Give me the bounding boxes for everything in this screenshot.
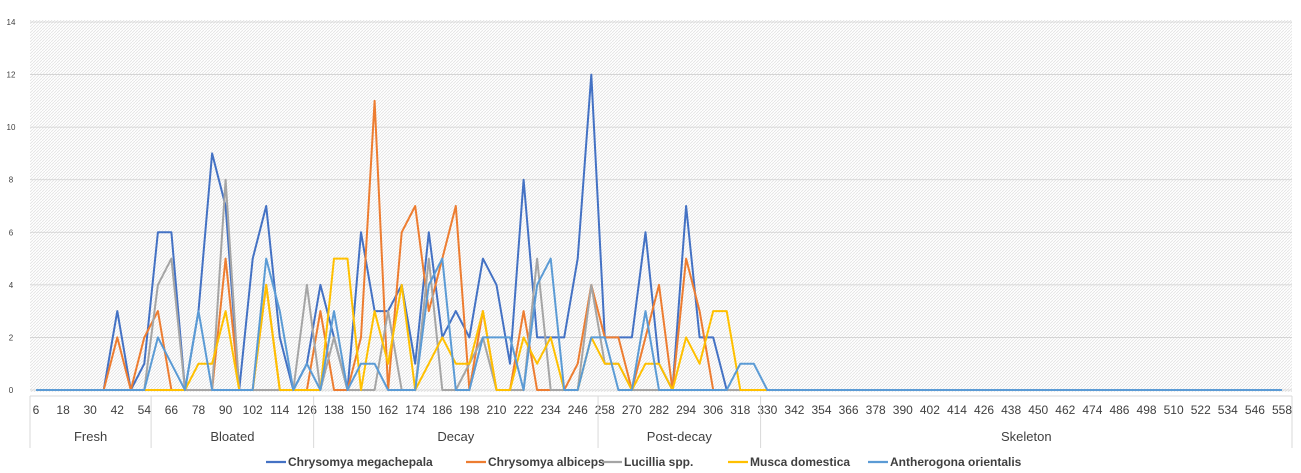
x-tick-label: 510 bbox=[1164, 403, 1184, 417]
y-tick-label: 6 bbox=[9, 228, 14, 237]
x-tick-label: 366 bbox=[839, 403, 859, 417]
x-tick-label: 102 bbox=[243, 403, 263, 417]
y-tick-label: 12 bbox=[7, 71, 16, 80]
y-tick-label: 0 bbox=[9, 386, 14, 395]
y-tick-label: 8 bbox=[9, 176, 14, 185]
legend-label: Musca domestica bbox=[750, 455, 850, 469]
x-tick-label: 354 bbox=[812, 403, 832, 417]
stage-label: Fresh bbox=[74, 429, 107, 444]
x-tick-label: 294 bbox=[676, 403, 696, 417]
y-tick-label: 10 bbox=[7, 123, 16, 132]
x-tick-label: 558 bbox=[1272, 403, 1292, 417]
legend: Chrysomya megachepala Chrysomya albiceps L… bbox=[266, 455, 1022, 469]
stage-axis: Fresh Bloated Decay Post-decay Skeleton bbox=[29, 396, 1293, 448]
x-tick-label: 414 bbox=[947, 403, 967, 417]
x-tick-label: 186 bbox=[432, 403, 452, 417]
stage-label: Post-decay bbox=[647, 429, 713, 444]
x-tick-label: 258 bbox=[595, 403, 615, 417]
legend-label: Chrysomya megachepala bbox=[288, 455, 433, 469]
y-tick-label: 4 bbox=[9, 281, 14, 290]
x-tick-label: 330 bbox=[757, 403, 777, 417]
x-tick-label: 210 bbox=[486, 403, 506, 417]
series-line-4 bbox=[36, 257, 1282, 391]
x-tick-label: 138 bbox=[324, 403, 344, 417]
x-tick-label: 498 bbox=[1137, 403, 1157, 417]
x-tick-label: 402 bbox=[920, 403, 940, 417]
x-tick-label: 234 bbox=[541, 403, 561, 417]
plot-area bbox=[30, 20, 1292, 392]
y-tick-label: 2 bbox=[9, 333, 14, 342]
legend-label: Antherogona orientalis bbox=[890, 455, 1022, 469]
x-tick-label: 318 bbox=[730, 403, 750, 417]
x-tick-label: 90 bbox=[219, 403, 233, 417]
x-tick-label: 246 bbox=[568, 403, 588, 417]
x-tick-label: 474 bbox=[1082, 403, 1102, 417]
legend-label: Chrysomya albiceps bbox=[488, 455, 605, 469]
x-tick-label: 342 bbox=[784, 403, 804, 417]
x-tick-label: 426 bbox=[974, 403, 994, 417]
stage-label: Skeleton bbox=[1001, 429, 1052, 444]
stage-label: Bloated bbox=[210, 429, 254, 444]
x-tick-label: 378 bbox=[866, 403, 886, 417]
x-tick-label: 198 bbox=[459, 403, 479, 417]
x-tick-label: 162 bbox=[378, 403, 398, 417]
stage-label: Decay bbox=[437, 429, 474, 444]
y-tick-label: 14 bbox=[7, 18, 16, 27]
x-tick-label: 174 bbox=[405, 403, 425, 417]
x-tick-label: 438 bbox=[1001, 403, 1021, 417]
x-axis: 6 18 30 42 54 66 78 90 102 114 126 138 150 162 174 186 1… bbox=[30, 395, 1292, 417]
x-tick-label: 450 bbox=[1028, 403, 1048, 417]
legend-label: Lucillia spp. bbox=[624, 455, 693, 469]
x-tick-label: 18 bbox=[56, 403, 70, 417]
x-tick-label: 270 bbox=[622, 403, 642, 417]
x-tick-label: 66 bbox=[165, 403, 179, 417]
x-tick-label: 534 bbox=[1218, 403, 1238, 417]
x-tick-label: 126 bbox=[297, 403, 317, 417]
x-tick-label: 30 bbox=[83, 403, 97, 417]
x-tick-label: 42 bbox=[111, 403, 125, 417]
x-tick-label: 78 bbox=[192, 403, 206, 417]
x-tick-label: 306 bbox=[703, 403, 723, 417]
x-tick-label: 54 bbox=[138, 403, 152, 417]
x-tick-label: 114 bbox=[270, 403, 289, 417]
series-lines bbox=[36, 73, 1282, 391]
y-axis: 0 2 4 6 8 10 12 14 bbox=[7, 18, 16, 395]
x-tick-label: 282 bbox=[649, 403, 669, 417]
x-tick-label: 546 bbox=[1245, 403, 1265, 417]
x-tick-label: 150 bbox=[351, 403, 371, 417]
x-tick-label: 6 bbox=[33, 403, 40, 417]
x-tick-label: 390 bbox=[893, 403, 913, 417]
x-tick-label: 486 bbox=[1109, 403, 1129, 417]
x-tick-label: 462 bbox=[1055, 403, 1075, 417]
x-tick-label: 222 bbox=[514, 403, 534, 417]
x-tick-label: 522 bbox=[1191, 403, 1211, 417]
